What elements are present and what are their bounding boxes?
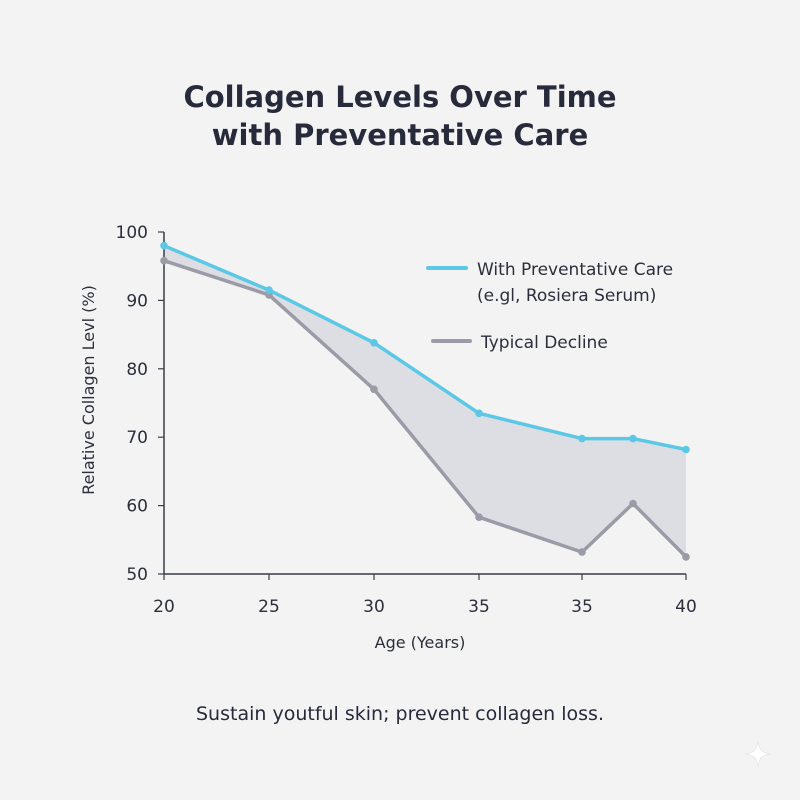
x-axis-label: Age (Years) xyxy=(375,633,466,652)
data-point-preventative xyxy=(475,409,483,418)
chart-axes xyxy=(158,231,687,580)
data-point-typical xyxy=(629,499,637,508)
x-tick-label: 20 xyxy=(153,597,175,617)
sparkle-icon xyxy=(744,740,772,768)
data-point-typical xyxy=(160,256,168,265)
x-tick-label: 40 xyxy=(675,597,697,617)
fill-between-path xyxy=(164,245,686,557)
chart-title: Collagen Levels Over Time with Preventat… xyxy=(0,78,800,154)
legend-label-typical: Typical Decline xyxy=(480,333,608,353)
data-point-preventative xyxy=(578,434,586,443)
data-point-typical xyxy=(578,548,586,556)
fill-between-area xyxy=(164,245,686,557)
legend-label-preventative-line-1: With Preventative Care xyxy=(477,260,673,280)
data-point-typical xyxy=(475,513,483,521)
data-point-preventative xyxy=(370,339,378,347)
y-tick-label: 90 xyxy=(126,291,148,311)
chart-title-line-2: with Preventative Care xyxy=(211,118,589,152)
x-tick-label: 35 xyxy=(468,597,490,617)
y-tick-label: 50 xyxy=(126,565,148,585)
data-point-preventative xyxy=(265,286,273,294)
y-axis-label: Relative Collagen Levl (%) xyxy=(79,285,98,495)
y-tick-label: 70 xyxy=(126,428,148,448)
data-point-preventative xyxy=(160,241,168,250)
x-tick-label: 30 xyxy=(363,597,385,617)
x-tick-label: 35 xyxy=(571,597,593,617)
legend-label-preventative-line-2: (e.gl, Rosiera Serum) xyxy=(477,286,656,306)
y-tick-label: 60 xyxy=(126,497,148,517)
data-point-typical xyxy=(682,553,690,561)
x-tick-label: 25 xyxy=(258,597,280,617)
data-point-typical xyxy=(370,385,378,394)
chart-series xyxy=(160,241,690,561)
chart-legend: With Preventative Care (e.gl, Rosiera Se… xyxy=(426,260,673,353)
chart-title-line-1: Collagen Levels Over Time xyxy=(183,80,617,114)
y-tick-label: 80 xyxy=(126,360,148,380)
data-point-preventative xyxy=(682,445,690,454)
chart-caption: Sustain youtful skin; prevent collagen l… xyxy=(196,703,604,725)
data-point-preventative xyxy=(629,434,637,443)
y-tick-label: 100 xyxy=(116,223,148,243)
